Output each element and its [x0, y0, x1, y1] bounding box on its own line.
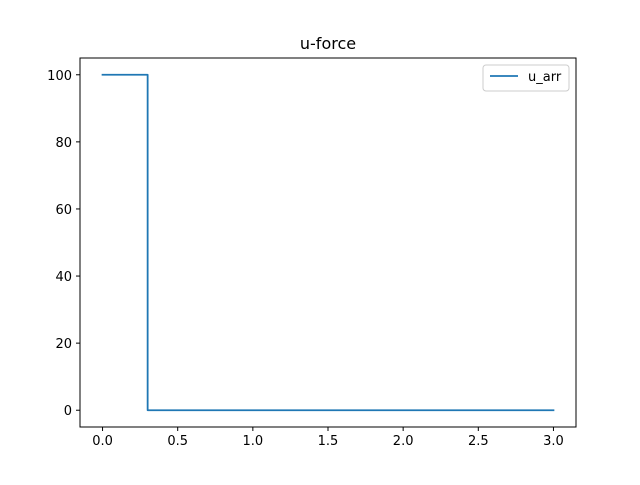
legend-box: [482, 64, 570, 92]
x-tick-label: 3.0: [543, 434, 564, 449]
y-tick-label: 60: [55, 203, 72, 218]
y-tick-label: 20: [55, 337, 72, 352]
x-tick-label: 2.5: [468, 434, 489, 449]
y-tick-label: 80: [55, 136, 72, 151]
y-tick-label: 0: [64, 404, 72, 419]
x-tick-label: 2.0: [393, 434, 414, 449]
x-axis: 0.0 0.5 1.0 1.5 2.0 2.5 3.0: [92, 427, 564, 449]
x-tick-label: 1.0: [243, 434, 264, 449]
legend: u_arr: [482, 64, 570, 92]
plot-area: [101, 73, 555, 412]
x-tick-label: 0.0: [92, 434, 113, 449]
legend-label-u-arr: u_arr: [528, 70, 562, 85]
y-tick-label: 40: [55, 270, 72, 285]
y-axis: 0 20 40 60 80 100: [47, 69, 80, 419]
y-tick-label: 100: [47, 69, 72, 84]
x-tick-label: 1.5: [318, 434, 339, 449]
series-line-0: [101, 73, 555, 412]
chart-title: u-force: [300, 34, 356, 53]
x-tick-label: 0.5: [167, 434, 188, 449]
